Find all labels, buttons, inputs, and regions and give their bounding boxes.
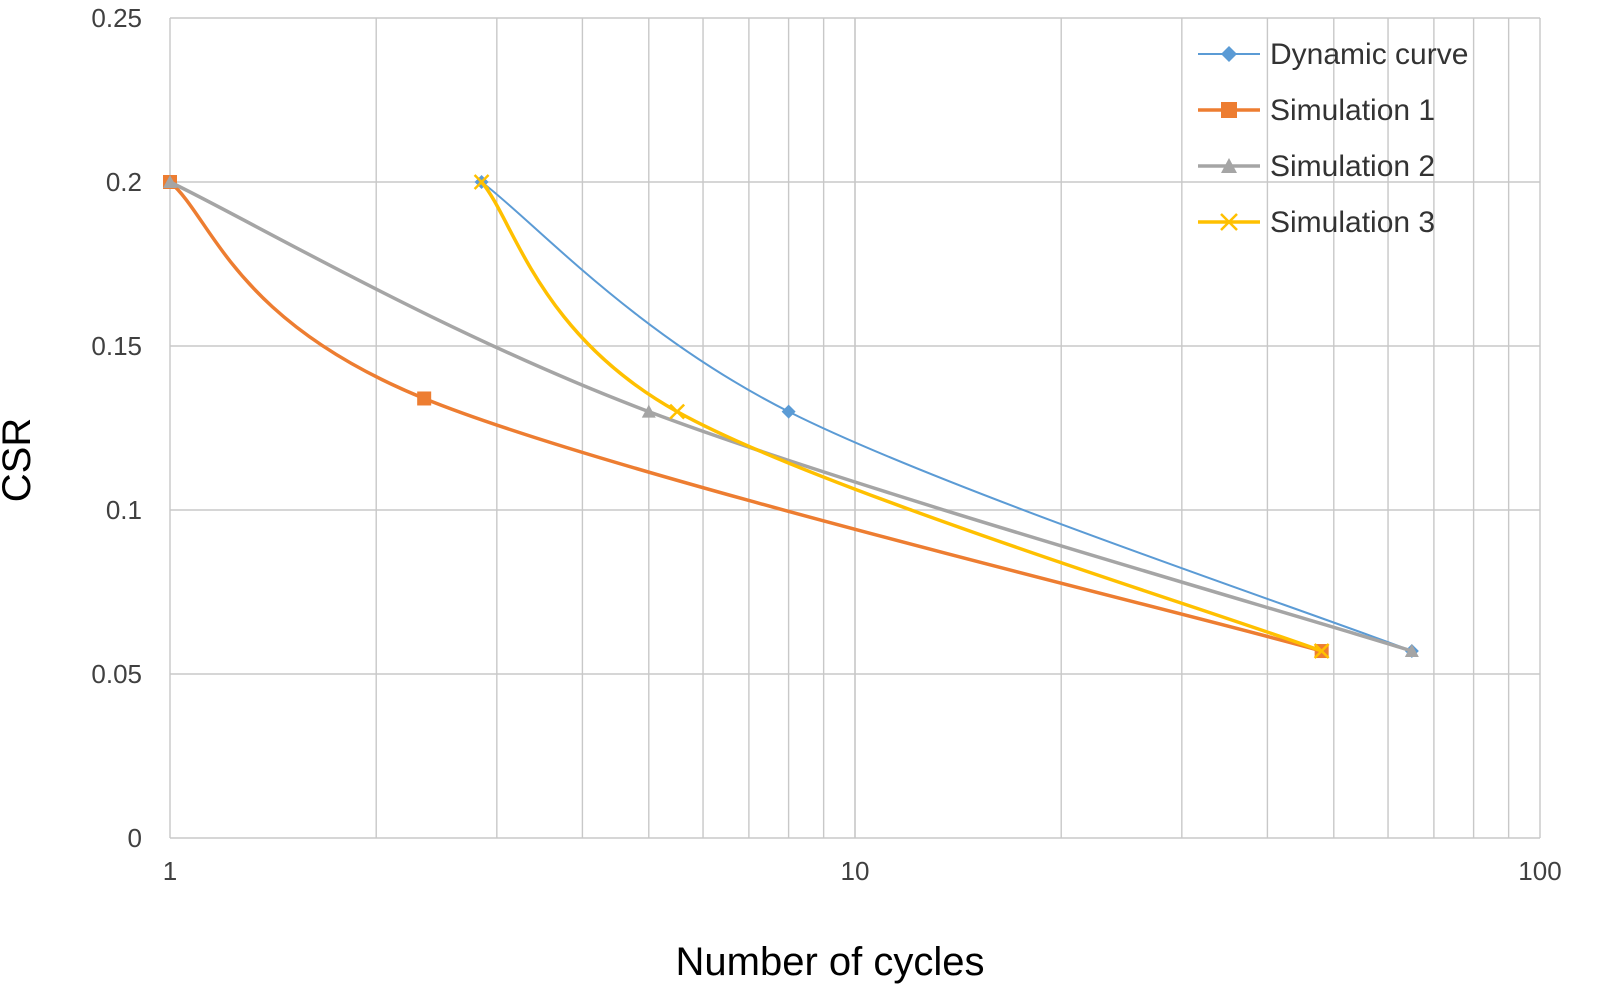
y-tick-label: 0.25 xyxy=(91,3,142,33)
data-point-dynamic-curve xyxy=(781,404,796,419)
x-tick-label: 10 xyxy=(841,856,870,886)
legend-label: Simulation 3 xyxy=(1270,206,1435,239)
y-tick-label: 0.1 xyxy=(106,495,142,525)
legend-label: Simulation 2 xyxy=(1270,150,1435,183)
data-point-simulation-2 xyxy=(163,175,177,188)
series-dynamic-curve xyxy=(474,175,1419,659)
data-point-simulation-2 xyxy=(641,404,656,418)
legend-label: Simulation 1 xyxy=(1270,94,1435,127)
legend-swatch-marker xyxy=(1221,102,1237,118)
series-layer xyxy=(163,174,1419,659)
series-line-simulation-2 xyxy=(169,180,1413,653)
data-point-simulation-3 xyxy=(1313,643,1330,659)
legend-item-simulation-2: Simulation 2 xyxy=(1198,150,1435,183)
data-point-simulation-2 xyxy=(1404,644,1419,658)
legend-item-simulation-3: Simulation 3 xyxy=(1198,206,1435,239)
legend-swatch-marker xyxy=(1221,46,1237,62)
legend-swatch-marker xyxy=(1220,213,1238,231)
data-point-simulation-3 xyxy=(669,403,686,420)
legend-item-dynamic-curve: Dynamic curve xyxy=(1198,38,1468,71)
x-marker-stroke xyxy=(669,403,686,420)
y-axis-label: CSR xyxy=(0,418,39,502)
series-simulation-2 xyxy=(163,175,1419,658)
series-line-simulation-3 xyxy=(480,180,1323,653)
series-simulation-3 xyxy=(473,174,1330,659)
x-ticks: 1 10 100 xyxy=(163,856,1562,886)
x-marker-stroke xyxy=(1220,213,1238,231)
legend-item-simulation-1: Simulation 1 xyxy=(1198,94,1435,127)
y-tick-label: 0.15 xyxy=(91,331,142,361)
y-tick-label: 0 xyxy=(128,823,142,853)
legend-label: Dynamic curve xyxy=(1270,38,1468,71)
grid xyxy=(169,17,1541,839)
x-tick-label: 1 xyxy=(163,856,177,886)
x-marker-stroke xyxy=(473,174,490,190)
series-simulation-1 xyxy=(163,175,1329,659)
legend: Dynamic curve Simulation 1 Simulation 2 Sim… xyxy=(1198,38,1468,239)
y-tick-label: 0.2 xyxy=(106,167,142,197)
x-marker-stroke xyxy=(1313,643,1330,659)
data-point-simulation-3 xyxy=(473,174,490,190)
y-tick-label: 0.05 xyxy=(91,659,142,689)
y-ticks: 0 0.05 0.1 0.15 0.2 0.25 xyxy=(91,3,142,853)
series-line-simulation-1 xyxy=(168,180,1323,653)
data-point-simulation-1 xyxy=(417,391,432,406)
legend-swatch-marker xyxy=(1221,158,1237,173)
series-line-dynamic-curve xyxy=(480,181,1413,652)
x-axis-label: Number of cycles xyxy=(676,940,985,984)
x-tick-label: 100 xyxy=(1518,856,1561,886)
